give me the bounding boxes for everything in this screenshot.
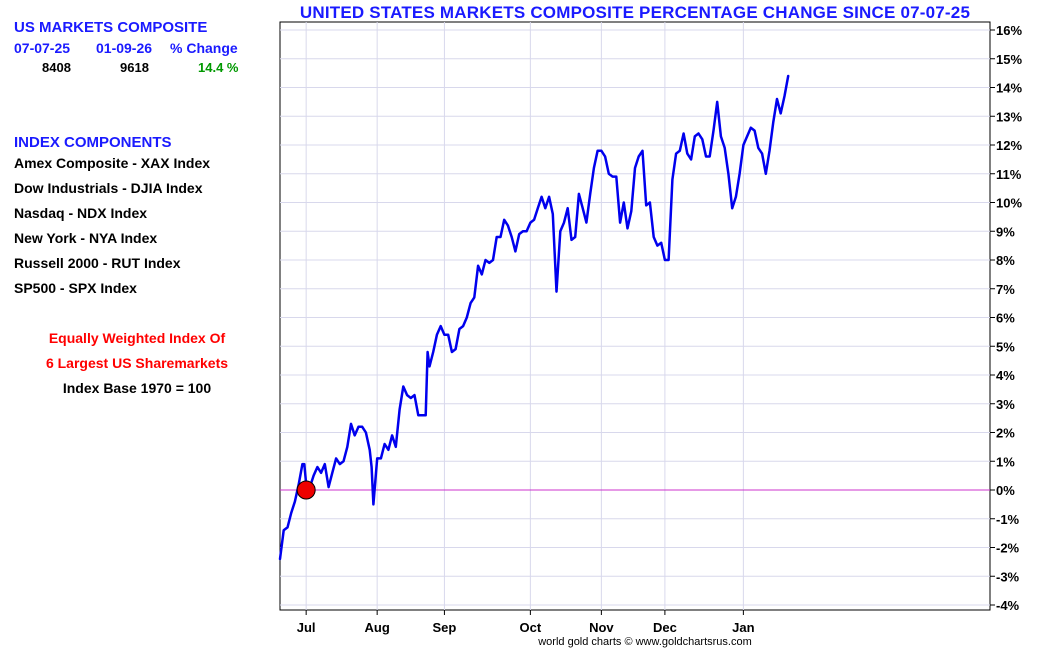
summary-end-date: 01-09-26 xyxy=(96,40,153,56)
x-tick-label: Jul xyxy=(297,620,316,635)
y-tick-label: 9% xyxy=(996,224,1015,239)
y-tick-label: 3% xyxy=(996,397,1015,412)
chart-title: UNITED STATES MARKETS COMPOSITE PERCENTA… xyxy=(299,3,971,22)
y-tick-label: 11% xyxy=(996,167,1022,182)
note-line-2: 6 Largest US Sharemarkets xyxy=(45,355,229,371)
component-item: Amex Composite - XAX Index xyxy=(14,155,211,171)
summary-end-value: 9618 xyxy=(120,60,149,75)
component-item: SP500 - SPX Index xyxy=(14,280,137,296)
footer-credit: world gold charts © www.goldchartsrus.co… xyxy=(538,636,752,648)
component-item: Dow Industrials - DJIA Index xyxy=(14,180,203,196)
y-tick-label: 12% xyxy=(996,138,1022,153)
x-tick-label: Jan xyxy=(732,620,754,635)
y-tick-label: 13% xyxy=(996,109,1022,124)
y-tick-label: -4% xyxy=(996,598,1020,613)
base-marker xyxy=(296,480,316,500)
component-item: Russell 2000 - RUT Index xyxy=(14,255,181,271)
summary-change-header: % Change xyxy=(170,40,238,56)
base-marker-group xyxy=(296,480,316,500)
component-item: Nasdaq - NDX Index xyxy=(14,205,148,221)
series-group xyxy=(278,74,790,561)
y-tick-label: -3% xyxy=(996,569,1020,584)
series-line xyxy=(278,74,790,561)
components-heading: INDEX COMPONENTS xyxy=(14,134,172,151)
summary-change-value: 14.4 % xyxy=(198,60,239,75)
y-tick-label: -2% xyxy=(996,541,1020,556)
x-axis: Jul Aug Sep Oct Nov Dec Jan xyxy=(297,610,755,635)
summary-heading: US MARKETS COMPOSITE xyxy=(14,19,208,36)
component-item: New York - NYA Index xyxy=(14,230,158,246)
note-line-1: Equally Weighted Index Of xyxy=(48,330,226,346)
y-tick-label: 15% xyxy=(996,52,1022,67)
plot-frame xyxy=(279,21,991,611)
x-tick-label: Nov xyxy=(589,620,614,635)
y-tick-label: 10% xyxy=(996,196,1022,211)
x-tick-label: Oct xyxy=(520,620,542,635)
x-tick-label: Dec xyxy=(653,620,677,635)
y-tick-label: 8% xyxy=(996,253,1015,268)
y-tick-label: 6% xyxy=(996,311,1015,326)
y-tick-label: 5% xyxy=(996,339,1015,354)
y-tick-label: 0% xyxy=(996,483,1015,498)
x-tick-label: Sep xyxy=(432,620,456,635)
y-tick-label: 4% xyxy=(996,368,1015,383)
summary-start-value: 8408 xyxy=(42,60,71,75)
y-tick-label: 7% xyxy=(996,282,1015,297)
y-tick-label: -1% xyxy=(996,512,1020,527)
y-tick-label: 14% xyxy=(996,81,1022,96)
y-axis: 16% 15% 14% 13% 12% 11% 10% 9% 8% 7% 6% 5% 4% 3% 2% 1% 0… xyxy=(990,23,1022,613)
summary-start-date: 07-07-25 xyxy=(14,40,71,56)
y-tick-label: 2% xyxy=(996,426,1015,441)
y-tick-label: 16% xyxy=(996,23,1022,38)
y-tick-label: 1% xyxy=(996,454,1015,469)
x-tick-label: Aug xyxy=(365,620,390,635)
note-line-3: Index Base 1970 = 100 xyxy=(62,380,212,396)
